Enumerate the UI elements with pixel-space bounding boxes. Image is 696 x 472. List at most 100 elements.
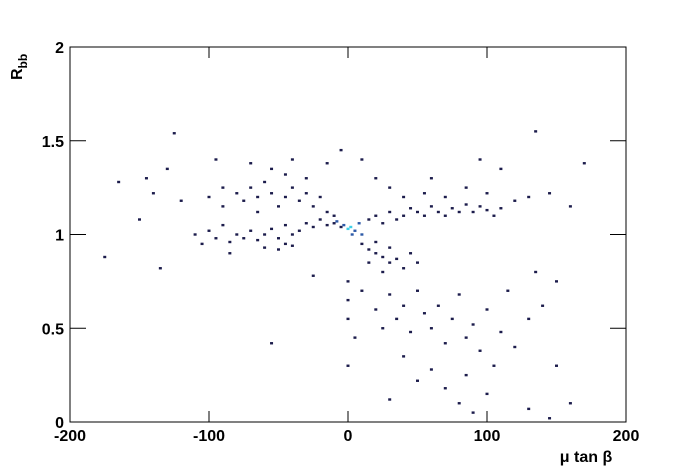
point: [144, 177, 148, 180]
point: [429, 205, 433, 208]
x-tick-label: 100: [474, 428, 501, 445]
point: [513, 199, 517, 202]
point: [464, 186, 468, 189]
point: [471, 323, 475, 326]
y-tick-label: 1: [55, 228, 64, 245]
point: [256, 210, 260, 214]
point: [381, 222, 385, 225]
point: [270, 342, 274, 345]
point: [221, 205, 225, 208]
point: [318, 195, 322, 199]
point: [374, 308, 378, 311]
point: [568, 402, 572, 405]
point: [360, 289, 364, 292]
point: [492, 364, 496, 367]
point: [367, 261, 371, 264]
x-tick-label: 200: [613, 428, 640, 445]
point: [221, 223, 225, 227]
point: [256, 195, 260, 199]
point: [311, 225, 315, 229]
point: [311, 205, 315, 208]
point: [388, 210, 392, 214]
point: [172, 132, 176, 135]
x-tick-label: -100: [193, 428, 225, 445]
x-axis-label: μ tan β: [560, 449, 613, 466]
point: [339, 225, 343, 229]
y-label-sub: bb: [16, 54, 30, 69]
point: [499, 330, 503, 334]
point: [332, 214, 336, 217]
point: [409, 330, 413, 334]
point: [527, 195, 531, 199]
point: [214, 158, 218, 161]
point: [353, 229, 357, 232]
point: [450, 207, 454, 210]
point: [221, 186, 225, 189]
point: [422, 312, 426, 315]
point: [464, 373, 468, 377]
point: [283, 223, 287, 227]
point: [346, 298, 350, 302]
point: [138, 218, 141, 221]
point: [290, 186, 294, 189]
point: [297, 199, 301, 202]
point: [374, 214, 378, 217]
point: [357, 222, 361, 225]
point: [416, 261, 419, 264]
point: [506, 289, 510, 292]
point: [478, 205, 482, 208]
point: [165, 167, 169, 171]
point: [471, 411, 475, 414]
point: [443, 342, 447, 345]
y-tick-label: 0.5: [42, 321, 64, 338]
point: [478, 158, 482, 161]
point: [270, 167, 274, 171]
point: [395, 257, 399, 261]
point: [402, 355, 406, 358]
point: [464, 203, 468, 206]
point: [179, 199, 183, 202]
point: [200, 242, 204, 246]
point: [395, 218, 399, 221]
point: [235, 233, 239, 236]
point: [429, 368, 433, 371]
point: [151, 192, 155, 195]
point: [242, 237, 246, 240]
point: [304, 177, 308, 180]
point: [335, 220, 339, 223]
point: [290, 244, 294, 247]
point: [270, 192, 274, 195]
point: [381, 327, 385, 330]
point: [422, 192, 426, 195]
point: [350, 233, 354, 236]
point: [242, 199, 246, 202]
point: [464, 336, 468, 339]
point: [381, 270, 385, 274]
point: [360, 242, 364, 246]
point: [548, 417, 552, 420]
point: [290, 158, 294, 161]
point: [478, 349, 482, 352]
point: [443, 387, 447, 390]
point: [548, 192, 552, 195]
point: [388, 246, 392, 249]
point: [158, 267, 162, 270]
point: [485, 308, 489, 311]
point: [277, 248, 280, 251]
point: [527, 407, 531, 411]
point: [402, 214, 406, 217]
point: [457, 293, 461, 296]
point: [402, 267, 406, 270]
y-tick-label: 1.5: [42, 134, 64, 151]
point: [416, 289, 419, 292]
point: [290, 233, 294, 236]
point: [283, 195, 287, 199]
point: [270, 227, 274, 231]
point: [311, 274, 315, 277]
point: [360, 233, 364, 236]
point: [450, 317, 454, 321]
point: [228, 252, 232, 255]
y-label-main: R: [9, 68, 26, 80]
point: [416, 379, 419, 382]
